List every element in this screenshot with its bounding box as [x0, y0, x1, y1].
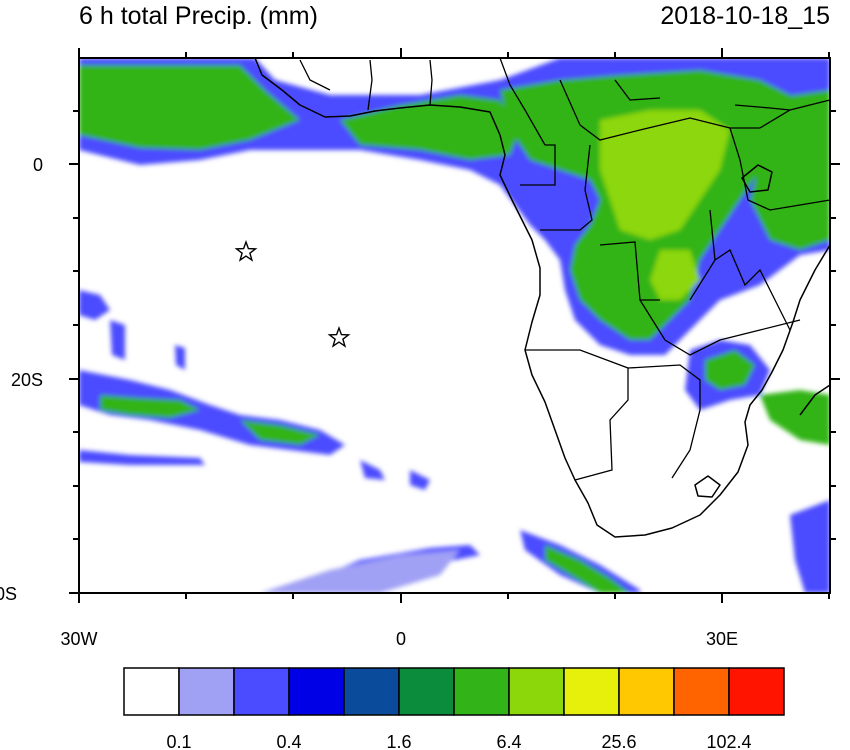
precip-africa-light	[600, 110, 730, 240]
colorbar-swatch	[288, 667, 345, 716]
y-tick-label: 20S	[11, 370, 43, 390]
valid-time: 2018-10-18_15	[660, 2, 830, 30]
colorbar-label: 102.4	[706, 732, 751, 750]
colorbar-swatch	[453, 667, 510, 716]
madagascar-outline	[799, 384, 830, 416]
precip-south-light	[260, 550, 460, 593]
precip-sw-strip	[79, 450, 205, 465]
star-marker	[234, 239, 258, 262]
x-axis-labels: 30W 0 30E	[60, 629, 738, 649]
lake-victoria	[741, 164, 773, 193]
precip-africa-light2	[650, 250, 700, 300]
colorbar-label: 25.6	[601, 732, 636, 750]
y-tick-label: 40S	[0, 584, 17, 604]
y-tick-label: 0	[33, 155, 43, 175]
africa-coastline	[254, 58, 830, 538]
colorbar-swatch	[233, 667, 290, 716]
plot-area	[79, 58, 830, 593]
colorbar-label: 1.6	[386, 732, 411, 750]
axis-ticks	[69, 48, 840, 603]
precip-sw-green	[100, 395, 200, 418]
map-title: 6 h total Precip. (mm)	[79, 2, 318, 30]
precip-moz-green	[705, 350, 755, 390]
precip-nw-green	[79, 65, 300, 150]
y-axis-labels: 0 20S 40S	[0, 155, 43, 604]
x-tick-label: 30E	[706, 629, 738, 649]
colorbar-label: 0.1	[166, 732, 191, 750]
markers	[234, 239, 351, 348]
colorbar: 0.1 0.4 1.6 6.4 25.6 102.4	[123, 667, 785, 750]
colorbar-swatch	[178, 667, 235, 716]
colorbar-swatch	[123, 667, 180, 716]
colorbar-swatch	[508, 667, 565, 716]
colorbar-swatch	[563, 667, 620, 716]
precip-field	[79, 58, 830, 593]
colorbar-swatch	[618, 667, 675, 716]
x-tick-label: 0	[396, 629, 406, 649]
colorbar-label: 6.4	[496, 732, 521, 750]
colorbar-swatch	[343, 667, 400, 716]
country-borders	[299, 58, 830, 481]
lesotho-outline	[694, 475, 721, 498]
precip-se-green	[545, 545, 630, 593]
star-marker	[327, 325, 351, 348]
precip-se-east	[790, 500, 830, 593]
x-tick-label: 30W	[60, 629, 97, 649]
colorbar-swatch	[673, 667, 730, 716]
colorbar-label: 0.4	[276, 732, 301, 750]
coastlines	[254, 58, 830, 538]
colorbar-swatch	[398, 667, 455, 716]
precip-gulf-green	[340, 95, 520, 160]
colorbar-swatch	[728, 667, 785, 716]
precip-mdg-green	[760, 390, 830, 445]
precip-sw-green2	[240, 420, 320, 445]
